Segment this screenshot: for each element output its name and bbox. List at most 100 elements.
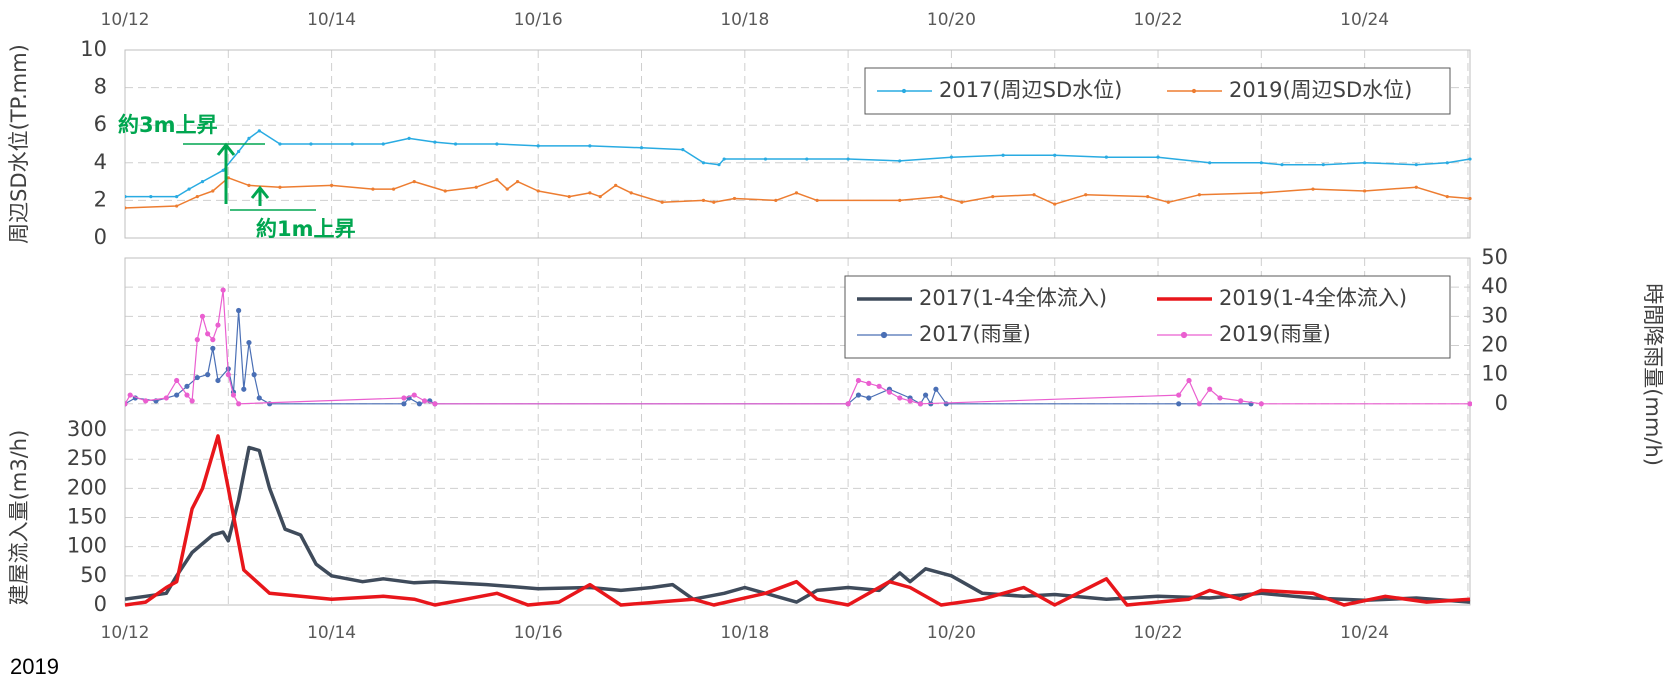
data-point <box>1217 395 1223 401</box>
y2-tick-label: 0 <box>1495 391 1508 415</box>
data-point <box>278 185 282 189</box>
data-point <box>815 198 819 202</box>
data-point <box>1238 398 1244 404</box>
data-point <box>917 401 924 407</box>
legend-marker <box>1180 331 1188 339</box>
y2-tick-label: 20 <box>1481 332 1508 356</box>
data-point <box>1321 163 1325 167</box>
data-point <box>1196 401 1202 407</box>
data-point <box>495 142 499 146</box>
data-point <box>184 392 190 398</box>
data-point <box>1207 386 1213 392</box>
series-line <box>125 309 1251 405</box>
plot-frame <box>124 257 1471 606</box>
data-point <box>1445 195 1449 199</box>
x-tick-label: 10/16 <box>514 10 563 30</box>
x-tick-label: 10/18 <box>720 10 769 30</box>
data-point <box>221 168 225 172</box>
data-point <box>453 142 458 146</box>
data-point <box>149 195 153 199</box>
data-point <box>629 191 633 195</box>
data-point <box>1280 163 1284 167</box>
x-tick-label: 10/16 <box>514 623 563 643</box>
x-tick-label: 10/20 <box>927 10 976 30</box>
data-point <box>267 401 273 407</box>
data-point <box>174 377 180 384</box>
y-axis-title: 建屋流入量(m3/h) <box>7 430 31 606</box>
data-point <box>200 180 205 184</box>
data-point <box>1176 392 1182 398</box>
data-point <box>1259 161 1263 165</box>
data-point <box>401 395 407 401</box>
data-point <box>1258 401 1264 407</box>
data-point <box>210 337 216 343</box>
data-point <box>205 372 211 378</box>
data-point <box>1363 189 1367 193</box>
data-point <box>763 157 768 161</box>
x-tick-label: 10/14 <box>307 623 356 643</box>
data-point <box>215 322 221 328</box>
data-point <box>1363 161 1367 165</box>
x-tick-label: 10/22 <box>1134 623 1183 643</box>
legend-marker <box>901 88 907 94</box>
data-point <box>474 185 478 189</box>
data-point <box>588 191 592 195</box>
legend-box <box>864 67 1451 115</box>
series-group <box>125 129 1472 210</box>
data-point <box>1104 155 1108 159</box>
data-point <box>1468 196 1472 201</box>
data-point <box>125 401 128 407</box>
data-point <box>991 195 995 199</box>
data-point <box>225 372 231 378</box>
data-point <box>515 180 520 184</box>
data-point <box>256 395 262 401</box>
data-point <box>1084 193 1088 197</box>
data-point <box>125 206 127 210</box>
data-point <box>257 129 261 133</box>
data-point <box>251 372 257 378</box>
y-tick-label: 6 <box>94 112 107 136</box>
data-point <box>1414 185 1418 189</box>
series-line <box>125 130 1471 198</box>
data-point <box>278 142 282 146</box>
data-point <box>247 183 251 187</box>
legend-label: 2019(1-4全体流入) <box>1219 286 1407 310</box>
data-point <box>187 187 191 191</box>
data-point <box>536 189 540 193</box>
data-point <box>1311 187 1315 191</box>
legend-marker <box>1191 88 1197 94</box>
y-tick-label: 200 <box>67 475 107 499</box>
data-point <box>681 148 685 152</box>
data-point <box>195 195 199 199</box>
data-point <box>505 187 509 191</box>
data-point <box>230 392 237 398</box>
data-point <box>855 392 862 398</box>
data-point <box>722 157 726 161</box>
legend-marker <box>880 331 888 339</box>
x-tick-label: 10/22 <box>1134 10 1183 30</box>
data-point <box>805 157 809 161</box>
data-point <box>350 142 354 146</box>
x-tick-label: 10/12 <box>101 623 150 643</box>
data-point <box>536 144 540 148</box>
data-point <box>876 383 882 389</box>
data-point <box>866 395 872 401</box>
data-point <box>443 189 447 193</box>
y-tick-label: 50 <box>80 563 107 587</box>
y-tick-label: 2 <box>94 187 107 211</box>
data-point <box>237 149 241 154</box>
y-tick-label: 250 <box>67 446 107 470</box>
data-point <box>125 195 127 199</box>
x-tick-label: 10/24 <box>1340 10 1389 30</box>
data-point <box>421 398 428 404</box>
data-point <box>175 195 179 199</box>
data-point <box>567 195 571 199</box>
data-point <box>933 386 939 392</box>
data-point <box>174 392 180 398</box>
data-point <box>1208 161 1212 165</box>
annotation: 約1m上昇 <box>256 217 356 241</box>
y-tick-label: 0 <box>94 225 107 249</box>
data-point <box>774 198 778 202</box>
data-point <box>127 392 133 398</box>
